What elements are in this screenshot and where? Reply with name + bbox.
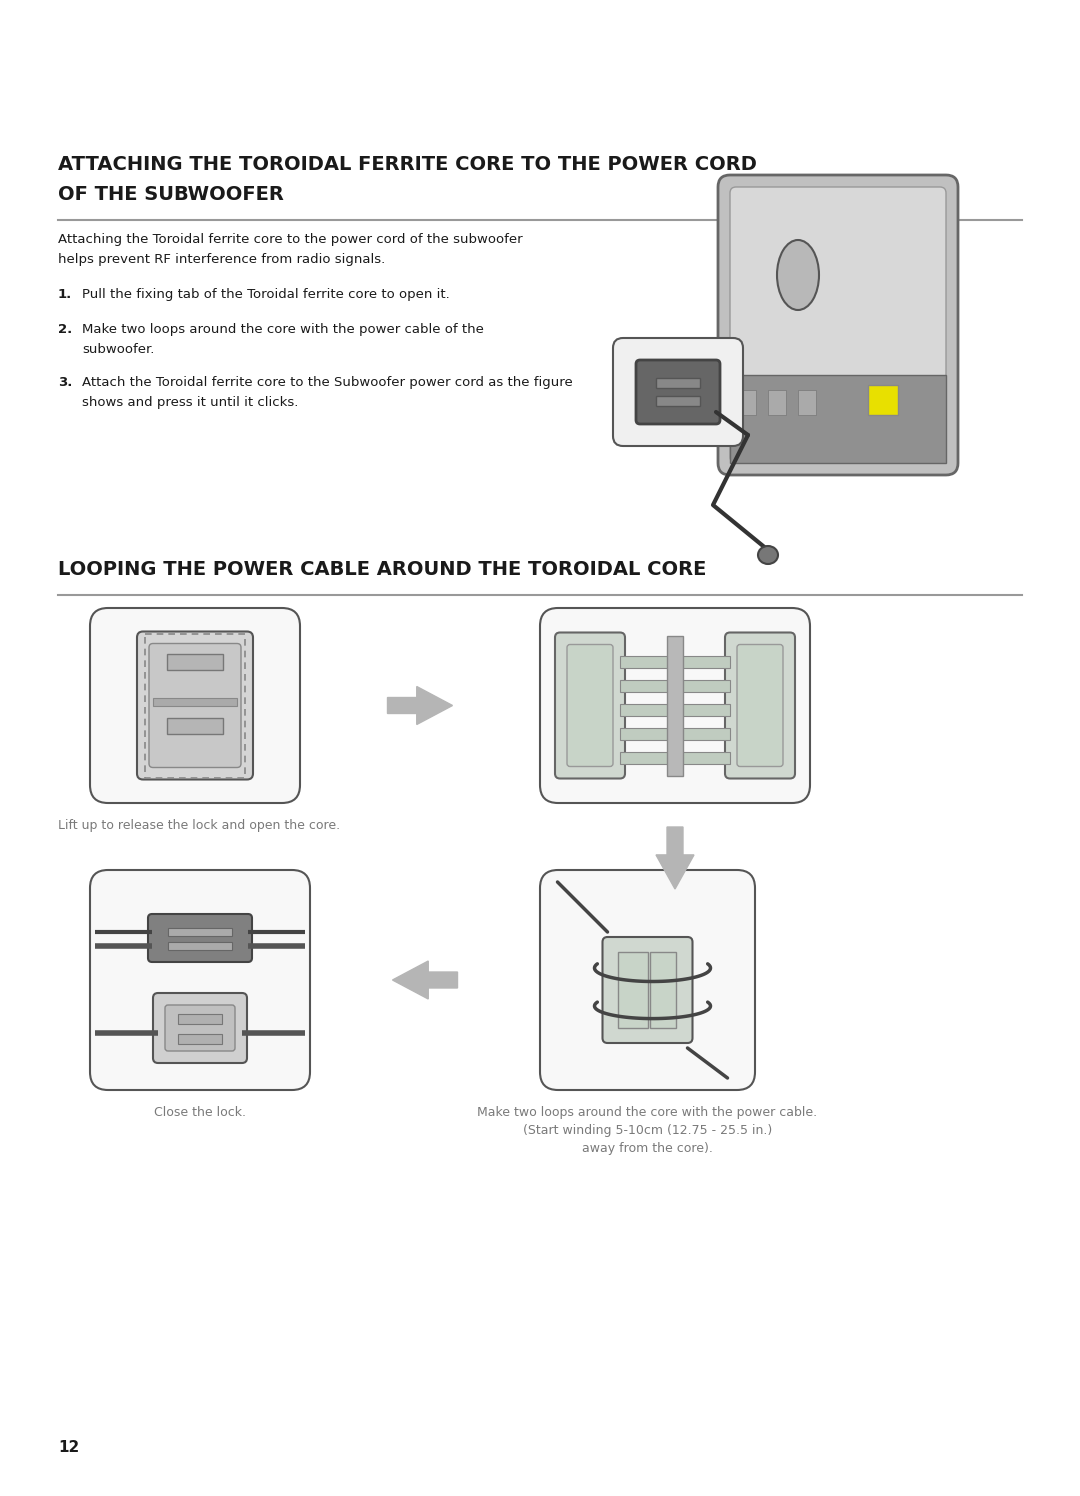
- Text: Pull the fixing tab of the Toroidal ferrite core to open it.: Pull the fixing tab of the Toroidal ferr…: [82, 289, 449, 301]
- FancyBboxPatch shape: [540, 607, 810, 803]
- FancyBboxPatch shape: [725, 633, 795, 778]
- FancyBboxPatch shape: [540, 871, 755, 1091]
- Polygon shape: [656, 827, 694, 889]
- Bar: [656, 378, 700, 387]
- Bar: [730, 375, 946, 462]
- FancyBboxPatch shape: [636, 361, 720, 423]
- Bar: [620, 727, 730, 739]
- Bar: [656, 396, 700, 405]
- Text: Lift up to release the lock and open the core.: Lift up to release the lock and open the…: [58, 818, 340, 832]
- FancyBboxPatch shape: [603, 936, 692, 1043]
- FancyBboxPatch shape: [90, 607, 300, 803]
- FancyBboxPatch shape: [90, 871, 310, 1091]
- FancyBboxPatch shape: [567, 645, 613, 766]
- FancyBboxPatch shape: [148, 914, 252, 962]
- Text: subwoofer.: subwoofer.: [82, 343, 154, 356]
- Bar: [178, 1034, 222, 1044]
- Text: Close the lock.: Close the lock.: [154, 1106, 246, 1119]
- Bar: [868, 384, 897, 414]
- Bar: [620, 655, 730, 667]
- Bar: [168, 942, 232, 950]
- FancyBboxPatch shape: [165, 1005, 235, 1052]
- Bar: [167, 718, 222, 733]
- FancyBboxPatch shape: [137, 631, 253, 779]
- Bar: [145, 633, 245, 778]
- Text: 1.: 1.: [58, 289, 72, 301]
- Text: Attaching the Toroidal ferrite core to the power cord of the subwoofer: Attaching the Toroidal ferrite core to t…: [58, 233, 523, 245]
- FancyBboxPatch shape: [730, 187, 946, 462]
- FancyBboxPatch shape: [718, 175, 958, 476]
- Text: OF THE SUBWOOFER: OF THE SUBWOOFER: [58, 186, 284, 203]
- Bar: [798, 390, 816, 414]
- Polygon shape: [392, 960, 458, 999]
- Text: 2.: 2.: [58, 323, 72, 337]
- FancyBboxPatch shape: [613, 338, 743, 446]
- FancyBboxPatch shape: [555, 633, 625, 778]
- Ellipse shape: [758, 546, 778, 564]
- Text: 12: 12: [58, 1441, 79, 1456]
- Text: LOOPING THE POWER CABLE AROUND THE TOROIDAL CORE: LOOPING THE POWER CABLE AROUND THE TOROI…: [58, 560, 706, 579]
- Bar: [649, 951, 675, 1028]
- Bar: [620, 679, 730, 691]
- Bar: [768, 390, 786, 414]
- Bar: [167, 654, 222, 670]
- Bar: [168, 928, 232, 936]
- Bar: [618, 951, 648, 1028]
- Bar: [738, 390, 756, 414]
- Text: helps prevent RF interference from radio signals.: helps prevent RF interference from radio…: [58, 253, 386, 266]
- Ellipse shape: [777, 239, 819, 310]
- Text: Attach the Toroidal ferrite core to the Subwoofer power cord as the figure: Attach the Toroidal ferrite core to the …: [82, 375, 572, 389]
- Bar: [153, 697, 237, 706]
- Bar: [620, 703, 730, 715]
- Text: ATTACHING THE TOROIDAL FERRITE CORE TO THE POWER CORD: ATTACHING THE TOROIDAL FERRITE CORE TO T…: [58, 156, 757, 174]
- Bar: [620, 751, 730, 763]
- Text: 3.: 3.: [58, 375, 72, 389]
- Text: shows and press it until it clicks.: shows and press it until it clicks.: [82, 396, 298, 408]
- Text: away from the core).: away from the core).: [582, 1141, 713, 1155]
- Bar: [178, 1014, 222, 1023]
- Bar: [667, 636, 683, 775]
- Polygon shape: [388, 687, 453, 724]
- FancyBboxPatch shape: [149, 643, 241, 767]
- FancyBboxPatch shape: [737, 645, 783, 766]
- Text: Make two loops around the core with the power cable of the: Make two loops around the core with the …: [82, 323, 484, 337]
- Text: Make two loops around the core with the power cable.: Make two loops around the core with the …: [477, 1106, 818, 1119]
- FancyBboxPatch shape: [153, 993, 247, 1064]
- Text: (Start winding 5-10cm (12.75 - 25.5 in.): (Start winding 5-10cm (12.75 - 25.5 in.): [523, 1123, 772, 1137]
